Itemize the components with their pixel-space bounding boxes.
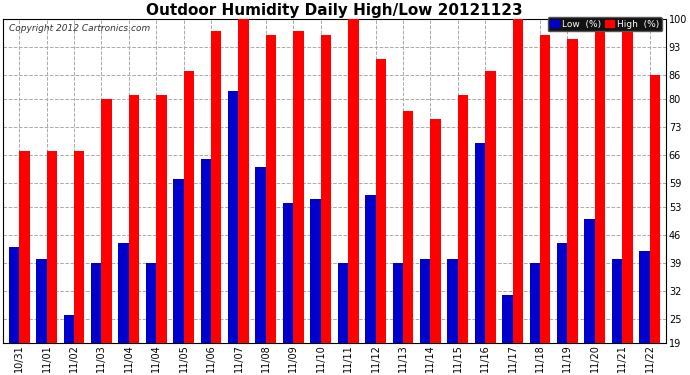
Bar — [321, 35, 331, 343]
Legend: Low  (%), High  (%): Low (%), High (%) — [548, 17, 662, 32]
Bar — [513, 19, 523, 343]
Bar — [293, 31, 304, 343]
Bar — [310, 199, 321, 343]
Bar — [557, 243, 567, 343]
Bar — [119, 243, 129, 343]
Bar — [639, 251, 649, 343]
Bar — [9, 247, 19, 343]
Bar — [365, 195, 375, 343]
Bar — [393, 263, 403, 343]
Bar — [19, 151, 30, 343]
Bar — [348, 19, 359, 343]
Bar — [146, 263, 156, 343]
Bar — [63, 315, 74, 343]
Bar — [420, 259, 431, 343]
Bar — [47, 151, 57, 343]
Bar — [502, 295, 513, 343]
Bar — [403, 111, 413, 343]
Bar — [74, 151, 84, 343]
Bar — [211, 31, 221, 343]
Bar — [540, 35, 551, 343]
Bar — [447, 259, 457, 343]
Bar — [173, 179, 184, 343]
Bar — [36, 259, 47, 343]
Bar — [649, 75, 660, 343]
Bar — [156, 95, 167, 343]
Bar — [337, 263, 348, 343]
Bar — [431, 119, 441, 343]
Bar — [622, 19, 633, 343]
Bar — [129, 95, 139, 343]
Bar — [239, 19, 249, 343]
Bar — [567, 39, 578, 343]
Bar — [255, 167, 266, 343]
Bar — [375, 59, 386, 343]
Bar — [101, 99, 112, 343]
Bar — [595, 27, 605, 343]
Bar — [228, 91, 239, 343]
Bar — [584, 219, 595, 343]
Bar — [201, 159, 211, 343]
Bar — [283, 203, 293, 343]
Bar — [266, 35, 276, 343]
Bar — [485, 71, 495, 343]
Title: Outdoor Humidity Daily High/Low 20121123: Outdoor Humidity Daily High/Low 20121123 — [146, 3, 523, 18]
Text: Copyright 2012 Cartronics.com: Copyright 2012 Cartronics.com — [10, 24, 150, 33]
Bar — [457, 95, 469, 343]
Bar — [184, 71, 194, 343]
Bar — [529, 263, 540, 343]
Bar — [475, 143, 485, 343]
Bar — [91, 263, 101, 343]
Bar — [612, 259, 622, 343]
